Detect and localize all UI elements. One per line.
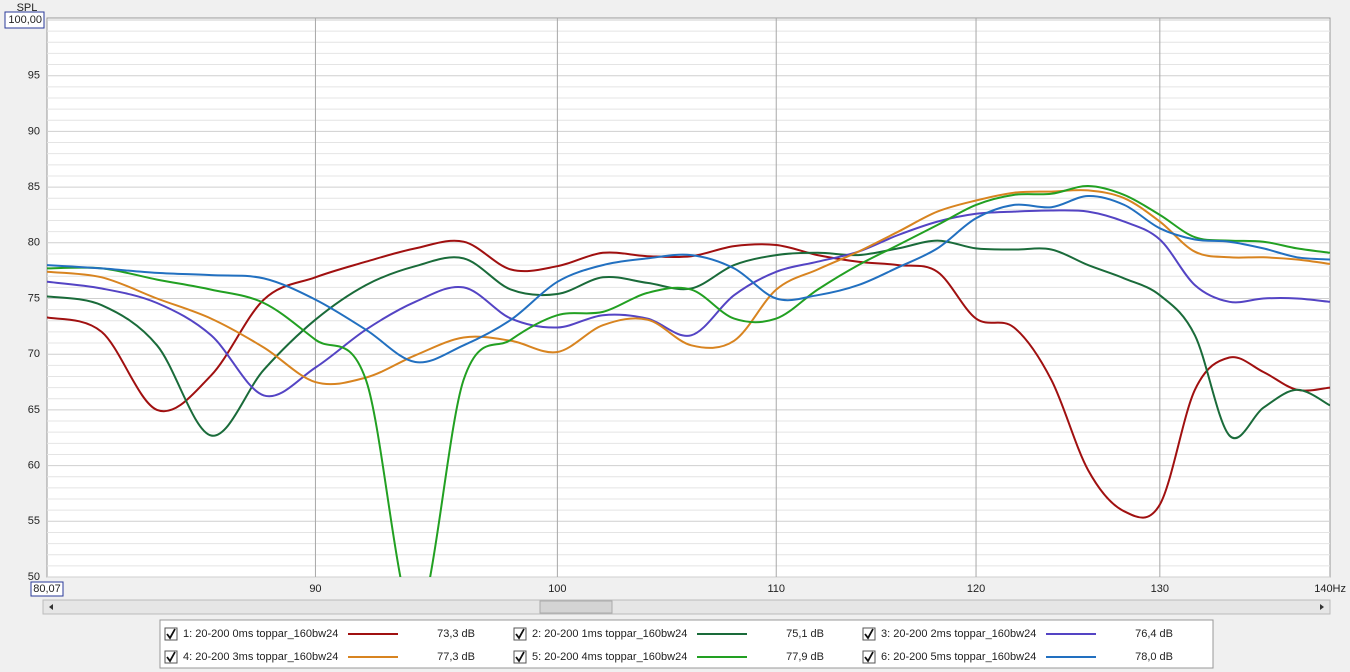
response-curve [47, 194, 1330, 364]
x-tick-label: 100 [548, 583, 566, 595]
scrollbar[interactable] [42, 599, 1331, 615]
legend-label: 6: 20-200 5ms toppar_160bw24 [881, 651, 1036, 663]
response-curve [47, 239, 1330, 519]
response-curve [47, 239, 1330, 439]
y-tick-label: 65 [28, 404, 40, 416]
legend-label: 3: 20-200 2ms toppar_160bw24 [881, 628, 1036, 640]
legend-readout: 75,1 dB [786, 628, 824, 640]
response-curve [47, 189, 1330, 386]
y-axis-label: SPL [17, 2, 38, 14]
scroll-right[interactable] [1320, 604, 1324, 610]
checkmark [166, 628, 176, 640]
x-limit-box [30, 581, 64, 597]
x-tick-label: 120 [967, 583, 985, 595]
legend-label: 1: 20-200 0ms toppar_160bw24 [183, 628, 338, 640]
checkmark [864, 628, 874, 640]
checkmark [864, 651, 874, 663]
checkmark [515, 651, 525, 663]
legend-readout: 76,4 dB [1135, 628, 1173, 640]
scroll-left[interactable] [49, 604, 53, 610]
y-tick-label: 95 [28, 70, 40, 82]
y-tick-label: 100,00 [8, 14, 42, 26]
legend-entries: 1: 20-200 0ms toppar_160bw24 73,3 dB 2: 20… [164, 627, 1173, 664]
legend-readout: 77,3 dB [437, 651, 475, 663]
response-curve [47, 184, 1330, 577]
y-tick-label: 85 [28, 181, 40, 193]
plot-area [46, 17, 1331, 578]
x-tick-label: 130 [1151, 583, 1169, 595]
x-tick-label: 90 [309, 583, 321, 595]
legend-label: 5: 20-200 4ms toppar_160bw24 [532, 651, 687, 663]
x-tick-label: 140Hz [1314, 583, 1346, 595]
checkmark [166, 651, 176, 663]
y-tick-label: 90 [28, 125, 40, 137]
legend-label: 2: 20-200 1ms toppar_160bw24 [532, 628, 687, 640]
checkmark [515, 628, 525, 640]
x-tick-label: 110 [767, 583, 785, 595]
legend-label: 4: 20-200 3ms toppar_160bw24 [183, 651, 338, 663]
response-curve [47, 209, 1330, 398]
legend [159, 619, 1214, 669]
y-tick-label: 80 [28, 237, 40, 249]
y-tick-label: 60 [28, 460, 40, 472]
legend-readout: 78,0 dB [1135, 651, 1173, 663]
y-limit-box [4, 11, 45, 29]
legend-readout: 73,3 dB [437, 628, 475, 640]
y-tick-label: 70 [28, 348, 40, 360]
y-tick-label: 50 [28, 571, 40, 583]
y-tick-label: 55 [28, 515, 40, 527]
scroll-thumb[interactable] [539, 600, 613, 614]
axis-labels: 50 55 60 65 70 75 80 85 90 95 100,00 80,07 90 100 110 1… [4, 11, 1346, 597]
curves [47, 184, 1330, 577]
x-tick-label: 80,07 [33, 583, 61, 595]
legend-readout: 77,9 dB [786, 651, 824, 663]
grid [47, 18, 1330, 578]
y-tick-label: 75 [28, 292, 40, 304]
